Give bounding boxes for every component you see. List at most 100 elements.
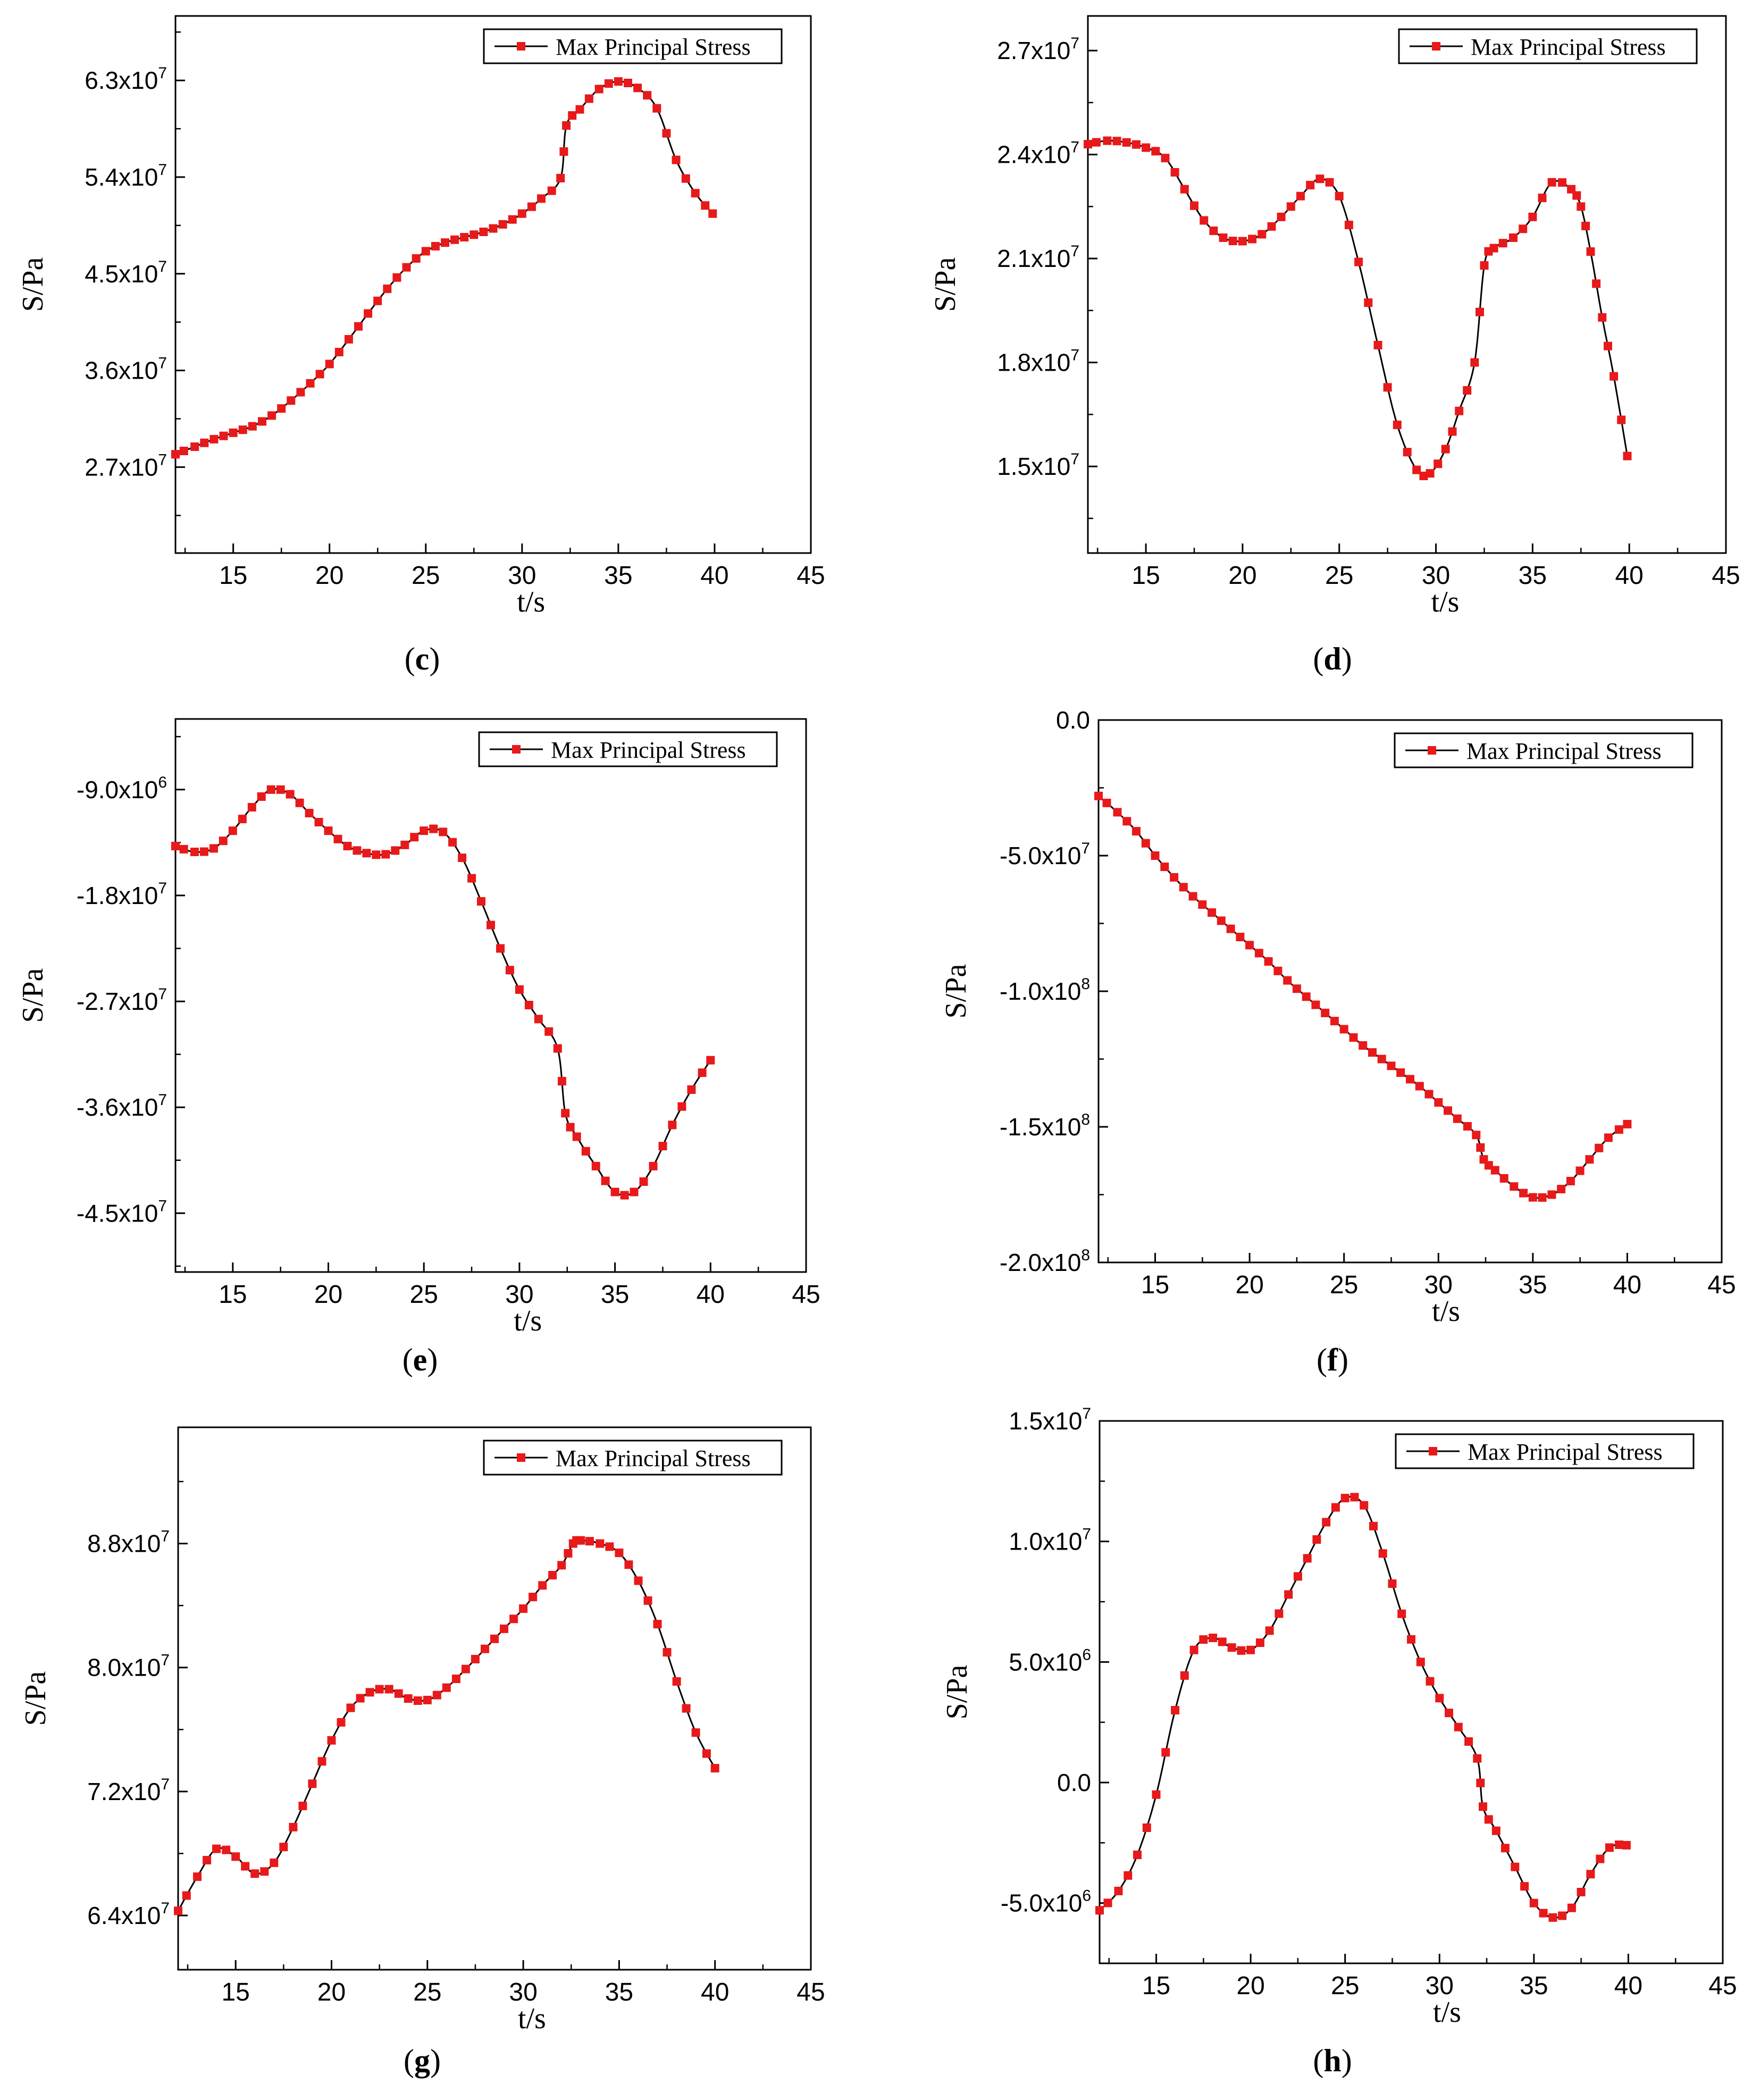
data-point: [624, 79, 632, 87]
y-tick-label: -5.0x106: [1001, 1887, 1091, 1917]
data-point: [1227, 1643, 1236, 1652]
y-tick-label: -5.0x107: [1000, 840, 1090, 869]
data-point: [1623, 1119, 1632, 1128]
data-point: [1538, 194, 1547, 203]
chart-f: 15 20 25 30 35 40 45 0.0 -5.0x107 -1.0x108 -1.5x10…: [940, 706, 1736, 1328]
data-point: [1189, 1645, 1198, 1654]
x-tick-label: 30: [505, 1281, 533, 1309]
data-point: [1406, 1075, 1414, 1084]
x-tick-label: 35: [601, 1281, 629, 1309]
data-point: [1208, 908, 1217, 917]
legend-label: Max Principal Stress: [1471, 34, 1666, 60]
data-point: [653, 1620, 662, 1629]
chart-g: 15 20 25 30 35 40 45 6.4x107 7.2x107 8.0x107 8.8x1…: [19, 1426, 825, 2035]
data-point: [1412, 465, 1421, 474]
y-tick-label: 2.7x107: [997, 35, 1079, 64]
data-point: [1209, 227, 1218, 235]
data-point: [1286, 202, 1295, 211]
data-point: [1499, 1174, 1508, 1183]
data-point: [591, 1161, 600, 1170]
data-point: [392, 273, 401, 282]
data-point: [662, 129, 671, 138]
data-point: [1383, 383, 1392, 392]
y-tick-label: -2.0x108: [1000, 1246, 1090, 1276]
data-point: [1131, 140, 1141, 149]
data-point: [1368, 1048, 1377, 1057]
data-point: [668, 1120, 677, 1130]
data-point: [1228, 237, 1237, 246]
y-tick-label: 1.5x107: [1009, 1405, 1091, 1435]
data-point: [248, 422, 257, 431]
data-point: [581, 1147, 590, 1156]
data-point: [343, 842, 352, 850]
data-point: [594, 85, 603, 94]
data-point: [500, 1624, 508, 1633]
data-point: [1387, 1061, 1396, 1070]
data-point: [1557, 1185, 1566, 1193]
data-point: [1484, 1815, 1493, 1824]
plot-frame: [1097, 719, 1723, 1264]
data-point: [529, 1593, 538, 1602]
data-point: [604, 79, 613, 88]
data-point: [295, 798, 304, 807]
data-point: [1151, 851, 1160, 860]
data-point: [1388, 1579, 1397, 1588]
data-point: [1592, 279, 1601, 288]
data-point: [324, 826, 333, 835]
legend-marker: [1428, 746, 1436, 755]
data-point: [209, 434, 219, 444]
data-point: [1453, 1114, 1462, 1123]
caption-g: (g): [404, 2043, 441, 2078]
chart-d: 15 20 25 30 35 40 45 1.5x107 1.8x107 2.1x107 2.4x1…: [929, 15, 1740, 618]
data-point: [317, 1757, 326, 1766]
series-line: [175, 80, 714, 455]
data-point: [1604, 1133, 1613, 1142]
data-point: [553, 1044, 562, 1053]
data-point: [247, 803, 256, 811]
data-point: [639, 1177, 648, 1186]
data-point: [362, 849, 371, 858]
data-point: [649, 1161, 658, 1170]
data-point: [229, 428, 238, 437]
data-point: [1539, 1909, 1548, 1918]
series-line: [177, 1539, 716, 1912]
x-tick-label: 35: [604, 562, 632, 590]
chart-panel-d: 15 20 25 30 35 40 45 1.5x107 1.8x107 2.1x107 2.4x1…: [876, 0, 1748, 694]
data-point: [1464, 1737, 1473, 1746]
data-point: [439, 827, 448, 836]
data-point: [1528, 1193, 1537, 1202]
plot-frame: [174, 15, 812, 554]
data-point: [1132, 827, 1141, 836]
x-axis-label: t/s: [1433, 1996, 1461, 2029]
data-point: [383, 285, 392, 294]
data-point: [190, 848, 199, 856]
data-point: [193, 1872, 202, 1881]
data-point: [277, 404, 286, 413]
caption-h: (h): [1313, 2043, 1352, 2078]
x-tick-label: 40: [1613, 1271, 1641, 1299]
data-point: [364, 309, 373, 318]
data-point: [296, 388, 305, 397]
caption-c-letter: c: [415, 641, 430, 676]
data-point: [544, 1027, 554, 1036]
plot-frame: [177, 1426, 812, 1971]
data-point: [1306, 181, 1315, 190]
data-point: [171, 450, 180, 459]
chart-h: 15 20 25 30 35 40 45 -5.0x106 0.0 5.0x106 1.0x107 1…: [941, 1405, 1737, 2029]
x-tick-label: 35: [1519, 562, 1547, 590]
data-point: [672, 1677, 681, 1686]
data-point: [708, 209, 717, 218]
data-point: [479, 228, 488, 236]
data-point: [1577, 202, 1586, 211]
data-point: [1315, 174, 1325, 183]
y-tick-label: 2.4x107: [997, 139, 1079, 169]
data-point: [1455, 406, 1464, 415]
data-point: [1218, 1637, 1227, 1646]
data-point: [527, 202, 536, 211]
data-point: [344, 335, 353, 344]
legend-label: Max Principal Stress: [1468, 1439, 1663, 1465]
data-point: [630, 1187, 639, 1197]
data-point: [1473, 1754, 1482, 1763]
data-point: [477, 897, 485, 906]
y-tick-label: 5.4x107: [85, 161, 167, 191]
